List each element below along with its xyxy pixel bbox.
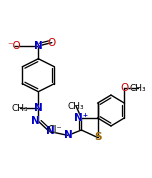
- Text: N: N: [46, 126, 55, 136]
- Text: N: N: [34, 103, 43, 114]
- Text: O: O: [48, 38, 56, 48]
- Text: ⁻O: ⁻O: [7, 41, 21, 51]
- Text: CH₃: CH₃: [130, 84, 146, 93]
- Text: CH₃: CH₃: [11, 104, 28, 113]
- Text: O: O: [48, 38, 56, 48]
- Text: CH₃: CH₃: [11, 104, 28, 113]
- Text: N: N: [31, 116, 40, 126]
- Text: S: S: [94, 132, 101, 142]
- Text: ⁻O: ⁻O: [7, 41, 21, 51]
- Text: N: N: [64, 130, 72, 140]
- Text: Cl⁻: Cl⁻: [47, 125, 62, 135]
- Text: CH₃: CH₃: [68, 102, 84, 111]
- Text: N: N: [31, 116, 40, 126]
- Text: N⁺: N⁺: [74, 113, 88, 123]
- Text: O: O: [120, 83, 129, 93]
- Text: S: S: [94, 132, 101, 142]
- Text: CH₃: CH₃: [130, 84, 146, 93]
- Text: O: O: [120, 83, 129, 93]
- Text: N⁺: N⁺: [74, 113, 88, 123]
- Text: N: N: [34, 41, 43, 51]
- Text: N: N: [34, 41, 43, 51]
- Text: N: N: [64, 130, 72, 140]
- Text: CH₃: CH₃: [68, 102, 84, 111]
- Text: Cl⁻: Cl⁻: [47, 125, 62, 135]
- Text: N: N: [46, 126, 55, 136]
- Text: N: N: [34, 103, 43, 114]
